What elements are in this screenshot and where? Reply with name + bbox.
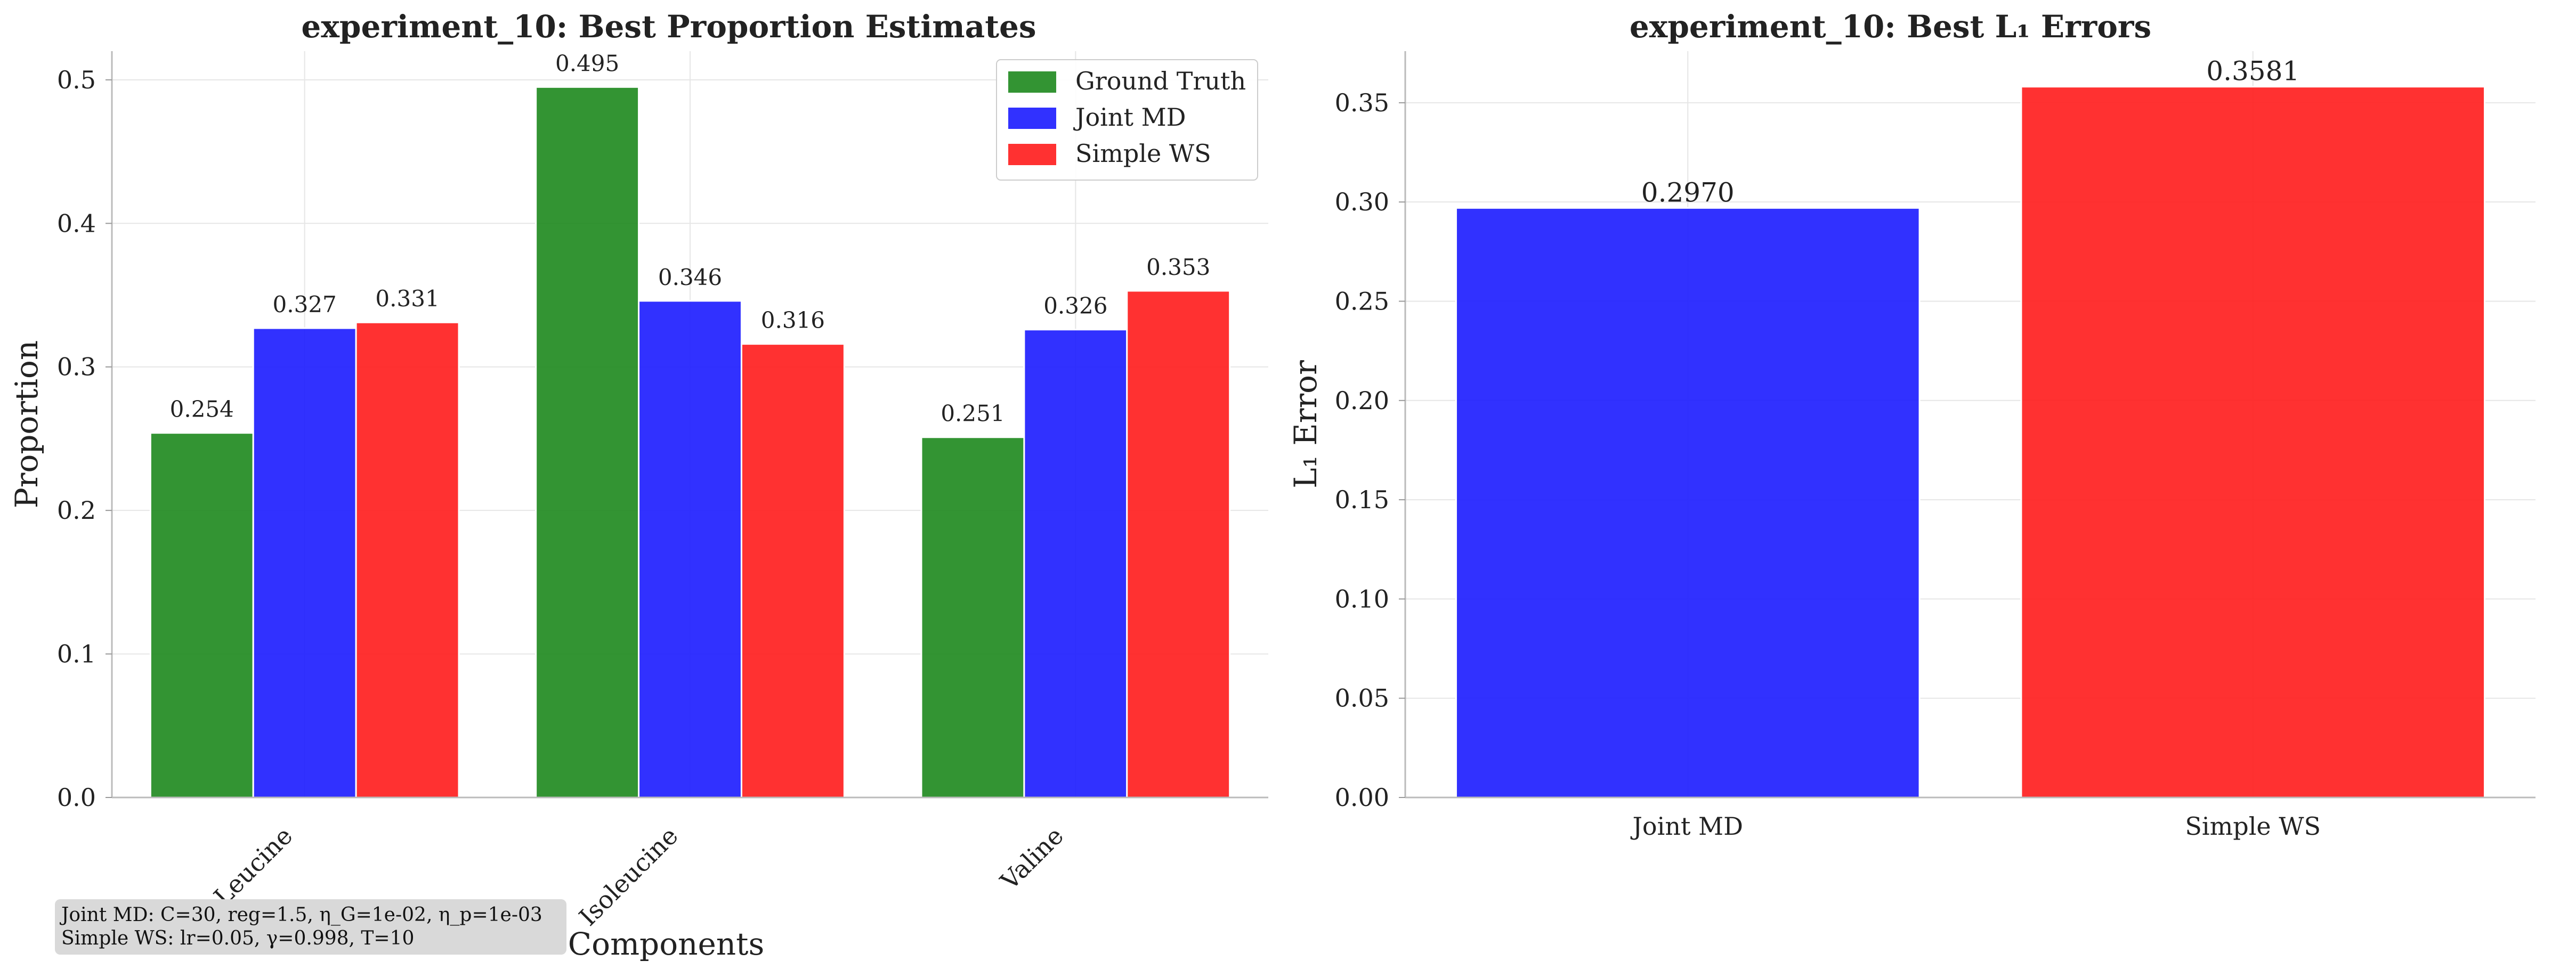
bar-value-label: 0.316 [761, 307, 825, 333]
bar [920, 436, 1025, 799]
y-tick-label: 0.25 [1335, 287, 1389, 315]
y-tick-label: 0.1 [57, 640, 96, 669]
y-tick-label: 0.3 [57, 353, 96, 381]
bar-value-label: 0.254 [170, 396, 234, 422]
bar-value-label: 0.326 [1043, 293, 1107, 319]
legend-swatch [1008, 71, 1056, 93]
hyperparameter-note: Joint MD: C=30, reg=1.5, η_G=1e-02, η_p=… [55, 899, 566, 955]
legend-swatch [1008, 108, 1056, 129]
y-axis-label: Proportion [9, 340, 45, 509]
legend-label: Joint MD [1073, 103, 1186, 132]
chart-title: experiment_10: Best L₁ Errors [1630, 9, 2151, 45]
bar-value-label: 0.346 [658, 264, 722, 290]
bar [149, 432, 254, 799]
legend [996, 59, 1258, 181]
hyperparameter-note-line: Simple WS: lr=0.05, γ=0.998, T=10 [61, 927, 415, 949]
y-tick-label: 0.4 [57, 209, 96, 238]
bar [355, 321, 460, 799]
x-tick-label: Joint MD [1630, 812, 1743, 841]
bar [2020, 86, 2486, 799]
y-tick-label: 0.0 [57, 783, 96, 812]
y-tick-label: 0.5 [57, 66, 96, 94]
y-tick-label: 0.05 [1335, 684, 1389, 713]
y-tick-label: 0.00 [1335, 783, 1389, 812]
y-tick-label: 0.30 [1335, 188, 1389, 216]
y-tick-label: 0.2 [57, 496, 96, 525]
y-tick-label: 0.15 [1335, 485, 1389, 514]
bar-value-label: 0.3581 [2206, 56, 2299, 87]
bar-value-label: 0.251 [941, 401, 1005, 427]
legend-label: Ground Truth [1075, 67, 1246, 95]
y-tick-label: 0.10 [1335, 584, 1389, 613]
bar [252, 327, 357, 799]
legend-label: Simple WS [1075, 139, 1211, 168]
legend-swatch [1008, 144, 1056, 165]
x-tick-label: Simple WS [2185, 812, 2321, 841]
y-axis-label: L₁ Error [1287, 360, 1324, 488]
bar [740, 343, 845, 799]
bar [1455, 207, 1921, 799]
y-tick-label: 0.35 [1335, 88, 1389, 117]
bar [1126, 290, 1231, 799]
bar [638, 300, 742, 799]
chart-title: experiment_10: Best Proportion Estimates [301, 9, 1036, 45]
hyperparameter-note-line: Joint MD: C=30, reg=1.5, η_G=1e-02, η_p=… [61, 904, 542, 926]
bar-value-label: 0.2970 [1641, 177, 1735, 208]
bar-value-label: 0.495 [555, 50, 619, 76]
bar-value-label: 0.331 [375, 286, 439, 312]
l1-error-chart: 0.2970 Joint MD 0.3581 Simple WS 0.00 0.05 0.1… [1287, 9, 2536, 841]
bar-value-label: 0.327 [273, 291, 337, 317]
bar [535, 86, 640, 799]
y-tick-label: 0.20 [1335, 386, 1389, 415]
x-axis-label: Components [568, 926, 764, 962]
bar-value-label: 0.353 [1146, 254, 1210, 280]
bar [1023, 329, 1128, 799]
